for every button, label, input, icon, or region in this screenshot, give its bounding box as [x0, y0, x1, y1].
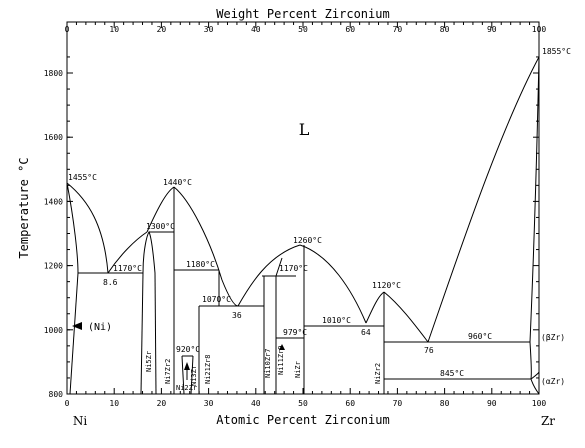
bottom-tick-label: 70	[393, 399, 403, 408]
phase-ni21zr8: Ni21Zr8	[204, 354, 212, 384]
label-1070: 1070°C	[202, 295, 231, 304]
eutectic-76: 76	[424, 346, 434, 355]
bottom-axis-title: Atomic Percent Zirconium	[216, 413, 389, 427]
ni5zr-dome	[142, 231, 156, 274]
element-zr-label: Zr	[541, 414, 555, 428]
bottom-tick-label: 50	[298, 399, 308, 408]
left-tick-label: 1000	[44, 326, 63, 335]
liquidus-to-ni5zr	[107, 231, 148, 274]
top-tick-label: 40	[251, 25, 261, 34]
label-alpha-zr: (αZr)	[541, 377, 565, 386]
label-1440: 1440°C	[163, 178, 192, 187]
ni11zr9-arrow	[279, 344, 285, 350]
label-845: 845°C	[440, 369, 464, 378]
left-axis-ticks: 800 1000 1200 1400 1600 1800	[44, 56, 73, 399]
label-1120: 1120°C	[372, 281, 401, 290]
top-tick-label: 90	[487, 25, 497, 34]
zr-beta-alpha-boundary	[529, 341, 532, 380]
bottom-axis-ticks: 0 10 20 30 40 50 60 70 80 90 100	[65, 388, 547, 408]
liquidus-64-to-nizr2	[365, 291, 385, 324]
zr-alpha-lower	[530, 378, 540, 395]
zr-solidus-beta	[529, 56, 540, 343]
liquidus-76-to-zr	[427, 56, 540, 343]
bottom-tick-label: 10	[109, 399, 119, 408]
top-tick-label: 50	[298, 25, 308, 34]
left-tick-label: 1800	[44, 69, 63, 78]
phase-ni11zr9: Ni11Zr9	[277, 345, 285, 375]
ni11zr9-top	[275, 257, 283, 277]
top-tick-label: 20	[157, 25, 167, 34]
top-tick-label: 0	[65, 25, 70, 34]
ni-region-arrow	[72, 322, 82, 330]
label-1170-left: 1170°C	[113, 264, 142, 273]
left-tick-label: 800	[49, 390, 64, 399]
label-ni-melting: 1455°C	[68, 173, 97, 182]
liquidus-1260-to-64	[299, 244, 367, 324]
left-tick-label: 1200	[44, 262, 63, 271]
label-1260: 1260°C	[293, 236, 322, 245]
eutectic-64: 64	[361, 328, 371, 337]
bottom-tick-label: 90	[487, 399, 497, 408]
label-1300: 1300°C	[146, 222, 175, 231]
top-axis-title: Weight Percent Zirconium	[216, 7, 389, 21]
liquidus-36-to-1260	[237, 244, 301, 307]
bottom-tick-label: 30	[204, 399, 214, 408]
label-1170-mid: 1170°C	[279, 264, 308, 273]
liquidus-ni7zr2-to-36	[173, 186, 239, 307]
liquidus-ni-side	[66, 182, 109, 274]
label-beta-zr: (βZr)	[541, 333, 565, 342]
phase-nizr2: NiZr2	[374, 363, 382, 384]
left-tick-label: 1400	[44, 197, 63, 206]
zr-alpha-solvus	[530, 371, 540, 380]
top-tick-label: 60	[345, 25, 355, 34]
ni-solvus	[69, 272, 79, 395]
label-zr-melting: 1855°C	[542, 47, 571, 56]
label-1010: 1010°C	[322, 316, 351, 325]
solidus-ni-side	[66, 182, 79, 274]
top-tick-label: 70	[393, 25, 403, 34]
bottom-tick-label: 0	[65, 399, 70, 408]
top-tick-label: 30	[204, 25, 214, 34]
ni2zr-left	[181, 355, 185, 395]
phase-ni3zr: Ni3Zr	[190, 365, 198, 386]
phase-ni10zr7: Ni10Zr7	[264, 348, 272, 378]
label-1180: 1180°C	[186, 260, 215, 269]
phase-nizr: NiZr	[294, 361, 302, 378]
left-tick-label: 1600	[44, 133, 63, 142]
label-920: 920°C	[176, 345, 200, 354]
ni2zr-right	[190, 355, 194, 395]
element-ni-label: Ni	[73, 414, 88, 428]
ni5zr-right-boundary	[154, 272, 157, 395]
bottom-tick-label: 80	[440, 399, 450, 408]
top-tick-label: 100	[532, 25, 547, 34]
bottom-tick-label: 40	[251, 399, 261, 408]
eutectic-36: 36	[232, 311, 242, 320]
liquidus-to-ni7zr2	[146, 186, 175, 233]
left-axis-title: Temperature °C	[17, 157, 31, 258]
ni2zr-arrow	[184, 362, 190, 370]
phase-ni7zr2: Ni7Zr2	[164, 359, 172, 384]
ni5zr-left-boundary	[140, 272, 144, 395]
eutectic-8-6: 8.6	[103, 278, 118, 287]
bottom-tick-label: 60	[345, 399, 355, 408]
liquid-region-label: L	[299, 120, 310, 139]
label-979: 979°C	[283, 328, 307, 337]
bottom-tick-label: 20	[157, 399, 167, 408]
top-tick-label: 80	[440, 25, 450, 34]
label-960: 960°C	[468, 332, 492, 341]
top-tick-label: 10	[109, 25, 119, 34]
ni-region-label: (Ni)	[88, 322, 112, 333]
liquidus-nizr2-to-76	[383, 291, 429, 343]
right-axis-ticks	[533, 56, 539, 395]
phase-ni2zr-bottom: Ni2Zr	[176, 384, 197, 392]
top-axis-ticks: 0 10 20 30 40 50 60 70 80 90 100	[65, 22, 547, 34]
bottom-tick-label: 100	[532, 399, 547, 408]
phase-ni5zr: Ni5Zr	[145, 351, 153, 372]
